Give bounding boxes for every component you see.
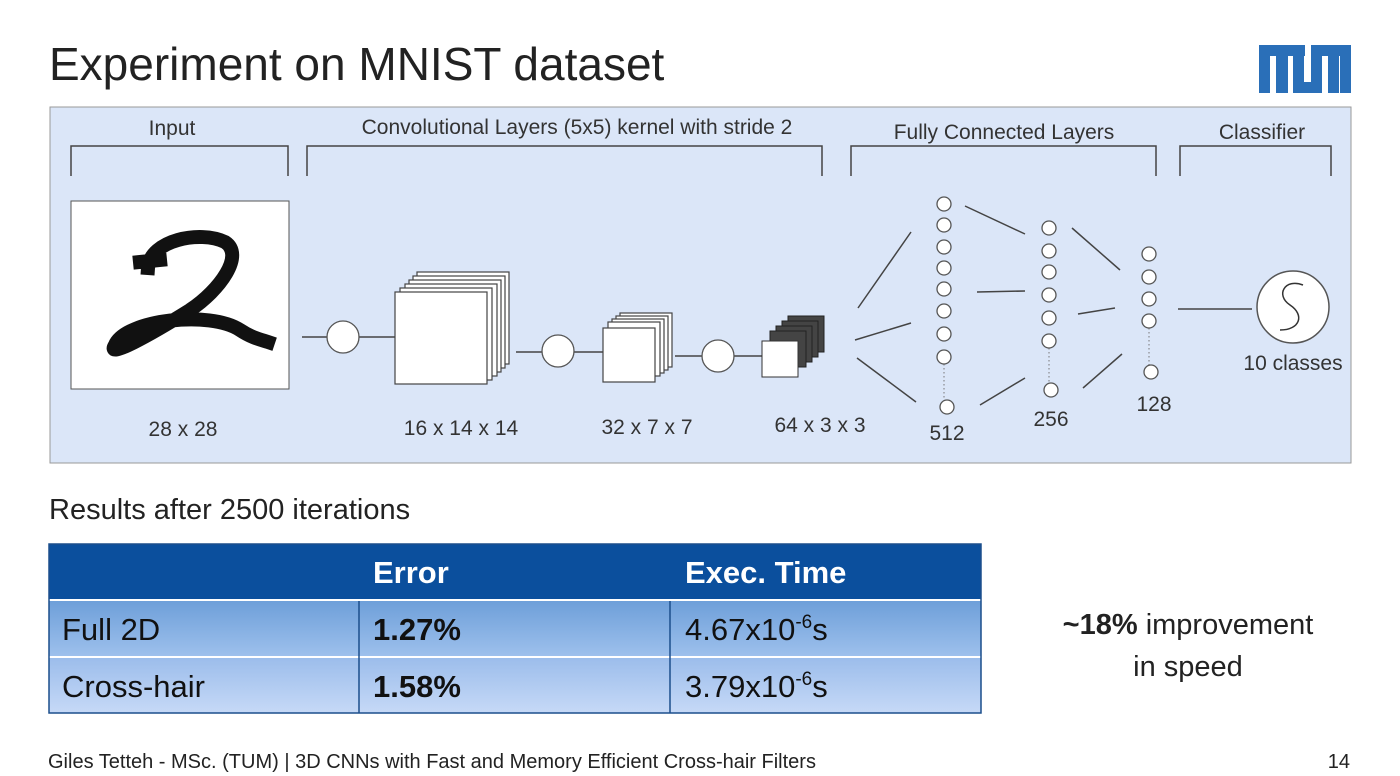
header-cell: Error: [373, 555, 449, 590]
results-table: Error Exec. Time Full 2D 1.27% 4.67x10-6…: [48, 543, 982, 714]
row-name: Full 2D: [62, 612, 160, 647]
time-exponent: -6: [795, 612, 812, 633]
size-label: 128: [1136, 393, 1171, 416]
error-cell: 1.27%: [373, 612, 461, 647]
time-cell: 3.79x10-6s: [685, 669, 828, 704]
section-label: Convolutional Layers (5x5) kernel with s…: [362, 116, 793, 139]
section-label: Fully Connected Layers: [894, 121, 1115, 144]
note: ~18% improvement: [1063, 609, 1314, 641]
results-heading: Results after 2500 iterations: [49, 494, 410, 526]
time-base: 3.79x10: [685, 669, 795, 704]
brackets: [70, 145, 1332, 176]
time-unit: s: [812, 669, 828, 704]
size-label: 16 x 14 x 14: [404, 417, 519, 440]
size-labels: 28 x 28 16 x 14 x 14 32 x 7 x 7 64 x 3 x…: [149, 352, 1343, 445]
title: Experiment on MNIST dataset: [49, 38, 665, 90]
section-labels: Input Convolutional Layers (5x5) kernel …: [149, 116, 1306, 144]
note-line2: in speed: [1133, 651, 1243, 683]
section-label: Classifier: [1219, 121, 1305, 144]
size-label: 32 x 7 x 7: [601, 416, 692, 439]
fc-layers: [854, 196, 1330, 415]
note-bold: ~18%: [1063, 609, 1138, 641]
error-cell: 1.58%: [373, 669, 461, 704]
time-exponent: -6: [795, 669, 812, 690]
time-unit: s: [812, 612, 828, 647]
footer: Giles Tetteh - MSc. (TUM) | 3D CNNs with…: [48, 751, 816, 773]
digit: [106, 230, 277, 357]
time-cell: 4.67x10-6s: [685, 612, 828, 647]
size-label: 64 x 3 x 3: [774, 414, 865, 437]
logo: [1259, 45, 1351, 93]
classifier-label: 10 classes: [1243, 352, 1342, 375]
size-label: 256: [1033, 408, 1068, 431]
section-label: Input: [149, 117, 196, 140]
input-image: [70, 200, 290, 390]
time-base: 4.67x10: [685, 612, 795, 647]
size-label: 28 x 28: [149, 418, 218, 441]
row-name: Cross-hair: [62, 669, 205, 704]
size-label: 512: [929, 422, 964, 445]
note-text: improvement: [1146, 609, 1314, 641]
page-number: 14: [1328, 751, 1350, 773]
header-cell: Exec. Time: [685, 555, 846, 590]
conv-pipeline: [302, 271, 825, 385]
